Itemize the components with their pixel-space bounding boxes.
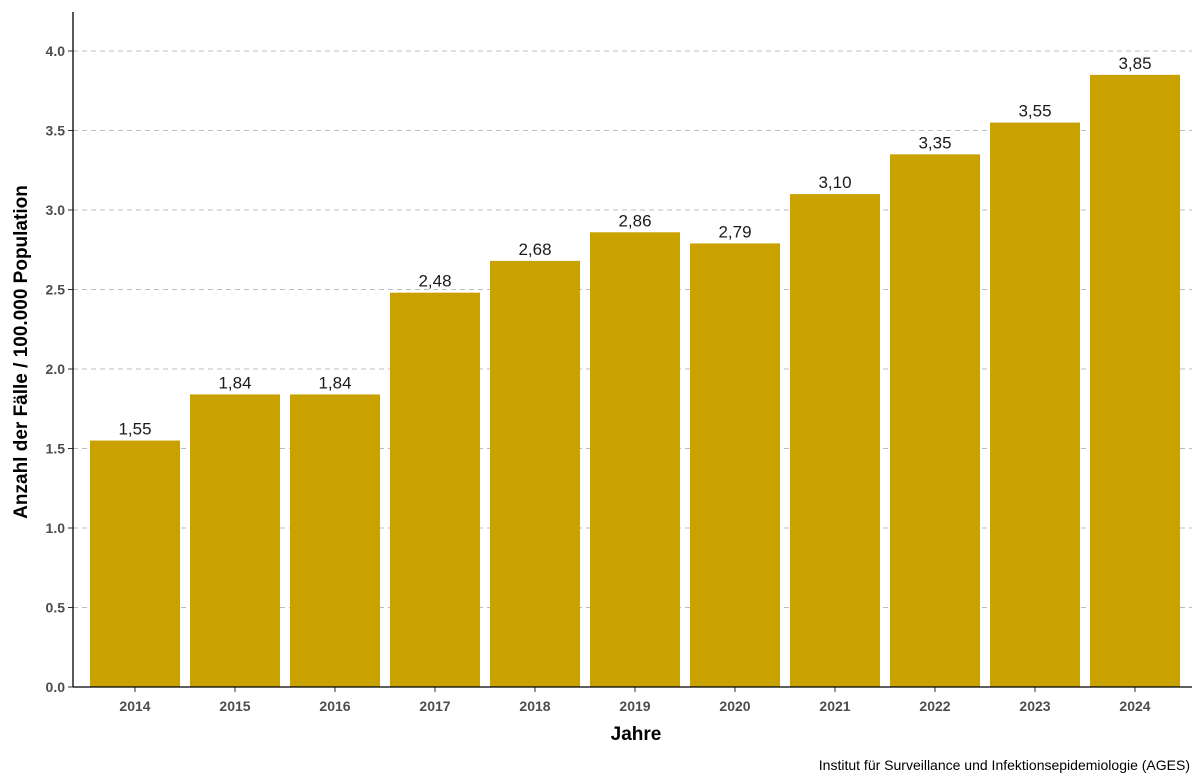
y-tick-label: 2.0 [46, 361, 66, 377]
x-tick-label-2017: 2017 [419, 698, 450, 714]
y-tick-label: 0.5 [46, 600, 66, 616]
data-label-2022: 3,35 [918, 133, 951, 152]
bar-2023 [990, 122, 1080, 688]
data-label-2016: 1,84 [318, 373, 351, 392]
bar-2017 [390, 292, 480, 687]
x-tick-label-2022: 2022 [919, 698, 950, 714]
data-labels: 1,55 1,84 1,84 2,48 2,68 2,86 2,79 3,10 3,35 3,55… [118, 54, 1151, 439]
x-tick-label-2021: 2021 [819, 698, 850, 714]
x-axis-ticks: 2014 2015 2016 2017 2018 2019 2020 2021 2022 2023… [119, 687, 1151, 714]
y-tick-label: 1.5 [46, 441, 66, 457]
x-tick-label-2018: 2018 [519, 698, 550, 714]
y-axis-ticks: 0.0 0.5 1.0 1.5 2.0 2.5 3.0 3.5 4.0 [46, 43, 73, 695]
bar-2016 [290, 394, 380, 687]
data-label-2024: 3,85 [1118, 54, 1151, 73]
x-tick-label-2015: 2015 [219, 698, 250, 714]
data-label-2018: 2,68 [518, 240, 551, 259]
y-tick-label: 2.5 [46, 282, 66, 298]
bar-2020 [690, 243, 780, 687]
x-tick-label-2024: 2024 [1119, 698, 1150, 714]
bar-2024 [1090, 74, 1180, 688]
bar-2015 [190, 394, 280, 687]
y-tick-label: 1.0 [46, 520, 66, 536]
x-axis-title: Jahre [611, 724, 662, 745]
x-tick-label-2023: 2023 [1019, 698, 1050, 714]
data-label-2021: 3,10 [818, 173, 851, 192]
bar-2018 [490, 260, 580, 687]
data-label-2017: 2,48 [418, 272, 451, 291]
y-tick-label: 3.0 [46, 202, 66, 218]
x-tick-label-2016: 2016 [319, 698, 350, 714]
bar-2022 [890, 154, 980, 688]
y-tick-label: 3.5 [46, 123, 66, 139]
x-tick-label-2019: 2019 [619, 698, 650, 714]
bar-2021 [790, 194, 880, 687]
data-label-2023: 3,55 [1018, 102, 1051, 121]
x-tick-label-2020: 2020 [719, 698, 750, 714]
bar-2019 [590, 232, 680, 687]
source-caption: Institut für Surveillance und Infektions… [819, 757, 1190, 773]
bars [90, 74, 1180, 688]
y-axis-title: Anzahl der Fälle / 100.000 Population [11, 185, 32, 519]
data-label-2019: 2,86 [618, 211, 651, 230]
data-label-2020: 2,79 [718, 222, 751, 241]
data-label-2015: 1,84 [218, 373, 251, 392]
y-tick-label: 0.0 [46, 679, 66, 695]
x-tick-label-2014: 2014 [119, 698, 150, 714]
bar-2014 [90, 440, 180, 687]
y-tick-label: 4.0 [46, 43, 66, 59]
data-label-2014: 1,55 [118, 420, 151, 439]
